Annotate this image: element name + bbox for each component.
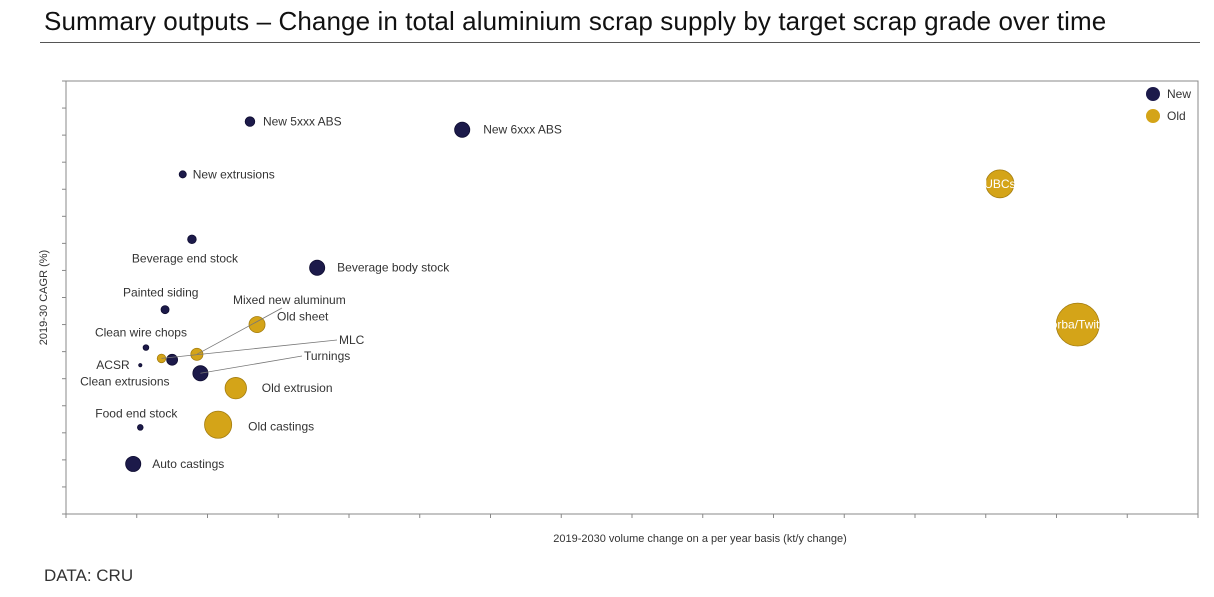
data-label-mixed-new-aluminum: Mixed new aluminum <box>233 293 346 307</box>
bubble-old-sheet <box>248 316 266 333</box>
source-note: DATA: CRU <box>44 566 134 585</box>
bubble-new-5xxx-abs <box>244 116 256 127</box>
leader-line-mixed-new-aluminum <box>196 307 283 355</box>
bubble-chart: 2019-2030 volume change on a per year ba… <box>38 80 1199 545</box>
legend-label-old: Old <box>1167 109 1186 123</box>
page-title: Summary outputs – Change in total alumin… <box>44 6 1107 36</box>
bubble-zorba-twitch <box>1055 302 1100 347</box>
data-label-clean-extrusions: Clean extrusions <box>80 375 169 389</box>
bubble-clean-wire-chops <box>142 344 150 351</box>
leader-line-mlc <box>161 339 338 359</box>
x-axis-title: 2019-2030 volume change on a per year ba… <box>553 533 847 545</box>
legend-swatch-new <box>1146 87 1160 101</box>
bubble-ubcs <box>985 169 1015 199</box>
bubble-painted-siding <box>160 305 170 315</box>
y-axis-title: 2019-30 CAGR (%) <box>38 250 50 345</box>
bubble-old-extrusion <box>224 377 247 400</box>
data-label-clean-wire-chops: Clean wire chops <box>95 326 187 340</box>
bubble-auto-castings <box>125 455 142 472</box>
legend-label-new: New <box>1167 87 1191 101</box>
bubble-acsr <box>138 363 143 368</box>
bubble-beverage-body-stock <box>309 259 326 276</box>
leader-line-turnings <box>200 355 303 374</box>
title-divider <box>40 42 1200 43</box>
bubble-new-extrusions <box>178 170 187 179</box>
data-label-new-5xxx-abs: New 5xxx ABS <box>263 115 342 129</box>
legend-swatch-old <box>1146 109 1160 123</box>
bubble-beverage-end-stock <box>187 234 197 245</box>
data-label-new-extrusions: New extrusions <box>193 167 275 181</box>
data-label-old-sheet: Old sheet <box>277 310 329 324</box>
data-label-new-6xxx-abs: New 6xxx ABS <box>483 123 562 137</box>
bubble-old-castings <box>204 410 233 439</box>
data-label-mlc: MLC <box>339 333 365 347</box>
data-label-auto-castings: Auto castings <box>152 457 224 471</box>
data-label-painted-siding: Painted siding <box>123 286 198 300</box>
bubble-clean-extrusions <box>166 353 178 366</box>
data-label-food-end-stock: Food end stock <box>95 406 178 420</box>
data-label-beverage-body-stock: Beverage body stock <box>337 261 450 275</box>
data-label-old-castings: Old castings <box>248 420 314 434</box>
bubble-food-end-stock <box>137 424 144 431</box>
data-label-beverage-end-stock: Beverage end stock <box>132 251 239 265</box>
data-label-old-extrusion: Old extrusion <box>262 381 333 395</box>
data-label-turnings: Turnings <box>304 349 350 363</box>
bubble-new-6xxx-abs <box>454 121 471 138</box>
data-label-acsr: ACSR <box>96 358 130 372</box>
data-label-zorba-twitch: Zorba/Twitch <box>1043 318 1112 332</box>
data-label-ubcs: UBCs <box>984 177 1015 191</box>
